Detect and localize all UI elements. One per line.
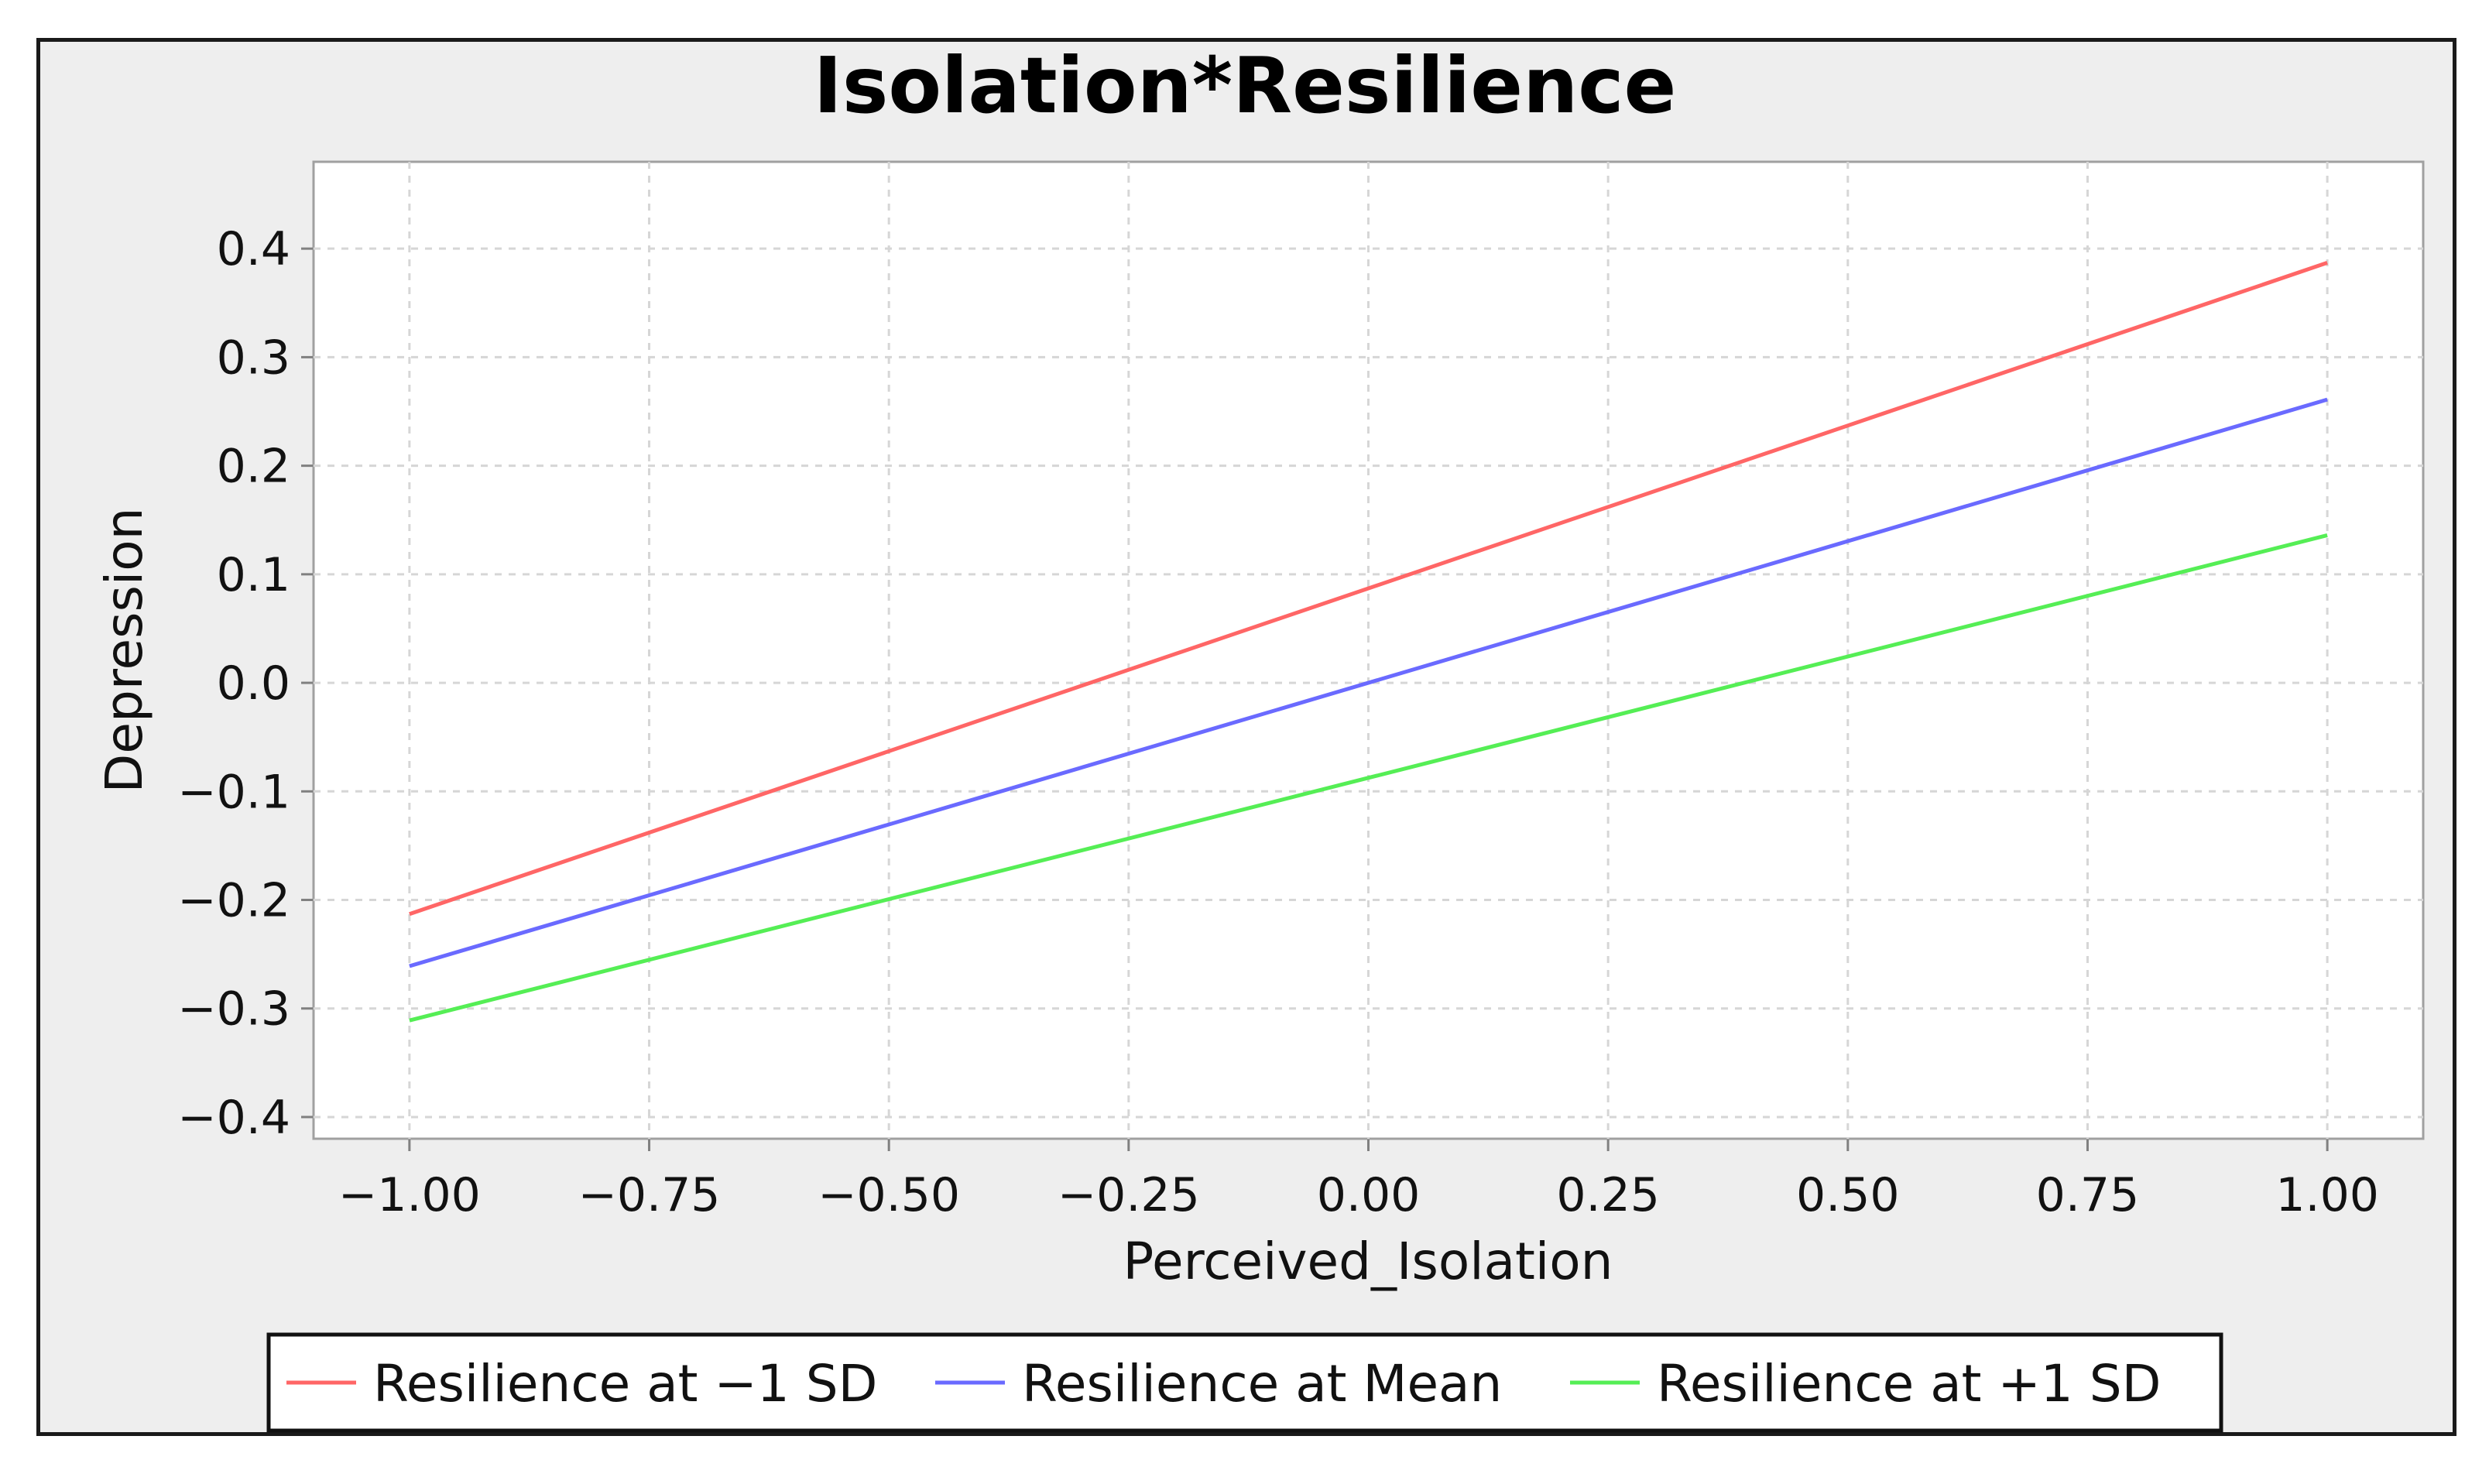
x-tick-label: −1.00: [338, 1168, 481, 1222]
x-tick-label: 0.50: [1796, 1168, 1900, 1222]
y-tick-label: 0.4: [217, 222, 290, 276]
y-tick-label: −0.1: [177, 765, 290, 819]
x-tick-label: 1.00: [2275, 1168, 2379, 1222]
legend-label: Resilience at −1 SD: [373, 1354, 878, 1414]
y-tick-label: 0.2: [217, 440, 290, 494]
y-tick-label: −0.4: [177, 1091, 290, 1145]
series-line: [409, 533, 2328, 1023]
y-tick-label: 0.0: [217, 656, 290, 711]
y-tick-label: −0.3: [177, 982, 290, 1037]
grid-layer: [314, 162, 2423, 1139]
y-tick-label: 0.1: [217, 548, 290, 602]
series-layer: [409, 261, 2328, 1023]
series-line: [409, 261, 2328, 917]
y-tick-label: 0.3: [217, 331, 290, 385]
legend-label: Resilience at Mean: [1022, 1354, 1502, 1414]
y-tick-label: −0.2: [177, 874, 290, 928]
x-tick-label: 0.25: [1556, 1168, 1660, 1222]
axis-layer: −1.00 −0.75 −0.50 −0.25 0.00 0.25 0.50 0.75 1.00…: [177, 222, 2379, 1222]
x-axis-label: Perceived_Isolation: [1123, 1232, 1613, 1291]
x-tick-label: 0.00: [1317, 1168, 1421, 1222]
chart-title: Isolation*Resilience: [814, 40, 1677, 131]
x-tick-label: −0.25: [1058, 1168, 1200, 1222]
x-tick-label: 0.75: [2036, 1168, 2140, 1222]
legend-label: Resilience at +1 SD: [1657, 1354, 2162, 1414]
legend-items: Resilience at −1 SD Resilience at Mean Res…: [286, 1354, 2162, 1414]
legend: Resilience at −1 SD Resilience at Mean Res…: [266, 1332, 2223, 1433]
legend-box: [266, 1332, 2223, 1433]
y-axis-label: Depression: [94, 508, 154, 793]
x-tick-label: −0.75: [578, 1168, 721, 1222]
series-line: [409, 397, 2328, 968]
x-tick-label: −0.50: [818, 1168, 960, 1222]
